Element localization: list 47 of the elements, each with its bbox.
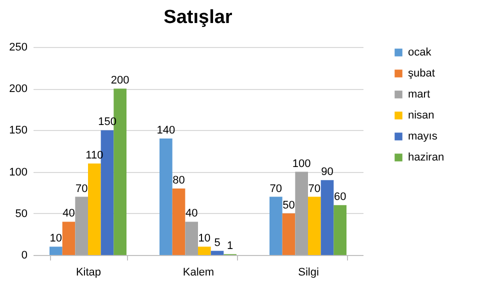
bar <box>88 163 101 255</box>
data-label: 5 <box>214 236 220 249</box>
bar <box>282 213 296 255</box>
bar <box>270 196 282 255</box>
data-label: 90 <box>321 166 334 178</box>
x-tick-label: Kitap <box>76 266 102 278</box>
data-label: 40 <box>62 208 75 220</box>
data-label: 40 <box>185 208 198 220</box>
bar <box>320 180 334 255</box>
data-label: 50 <box>282 199 295 212</box>
bar <box>185 222 198 255</box>
y-tick-label: 200 <box>9 83 28 96</box>
y-tick-label: 0 <box>21 250 28 262</box>
legend-label: mart <box>408 88 430 100</box>
data-label: 70 <box>308 182 321 195</box>
data-label: 80 <box>172 174 185 186</box>
chart-title: Satışlar <box>164 7 233 28</box>
bar <box>308 196 321 255</box>
data-label: 70 <box>270 182 282 195</box>
data-label: 140 <box>156 124 176 137</box>
y-tick-label: 250 <box>9 42 28 54</box>
bar <box>198 246 211 255</box>
data-label: 200 <box>110 74 130 87</box>
legend-label: haziran <box>408 152 444 164</box>
bar <box>75 196 88 255</box>
bar <box>334 205 346 255</box>
legend-label: ocak <box>408 46 432 58</box>
x-tick-label: Kalem <box>182 266 214 278</box>
y-tick-label: 50 <box>15 208 28 220</box>
legend-label: nisan <box>408 110 434 122</box>
legend-label: şubat <box>408 68 435 80</box>
bar <box>295 172 308 255</box>
bar <box>62 222 76 255</box>
bar <box>160 138 172 255</box>
data-label: 1 <box>227 240 234 252</box>
data-label: 10 <box>50 232 62 245</box>
data-label: 100 <box>292 158 311 170</box>
data-label: 10 <box>198 232 211 245</box>
y-tick-label: 150 <box>9 124 28 137</box>
data-label: 60 <box>334 191 346 204</box>
legend-label: mayıs <box>408 130 438 142</box>
bar <box>172 188 186 255</box>
x-tick-label: Silgi <box>298 266 319 278</box>
bar <box>210 250 224 255</box>
data-label: 70 <box>75 182 88 195</box>
y-tick-label: 100 <box>9 166 28 178</box>
bar <box>50 246 62 255</box>
